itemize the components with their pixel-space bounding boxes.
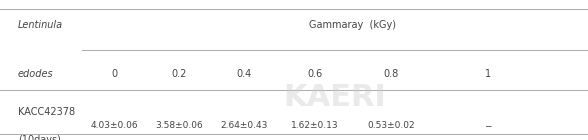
Text: 0.8: 0.8 (383, 69, 399, 79)
Text: 0: 0 (112, 69, 118, 79)
Text: Gammaray  (kGy): Gammaray (kGy) (309, 20, 396, 30)
Text: 4.03±0.06: 4.03±0.06 (91, 122, 138, 130)
Text: 2.64±0.43: 2.64±0.43 (220, 122, 268, 130)
Text: KACC42378: KACC42378 (18, 107, 75, 117)
Text: (10days): (10days) (18, 135, 61, 140)
Text: 0.2: 0.2 (172, 69, 187, 79)
Text: edodes: edodes (18, 69, 54, 79)
Text: 1.62±0.13: 1.62±0.13 (291, 122, 338, 130)
Text: 1: 1 (485, 69, 491, 79)
Text: 0.53±0.02: 0.53±0.02 (368, 122, 415, 130)
Text: −: − (485, 122, 492, 130)
Text: 3.58±0.06: 3.58±0.06 (155, 122, 203, 130)
Text: 0.4: 0.4 (236, 69, 252, 79)
Text: 0.6: 0.6 (307, 69, 322, 79)
Text: KAERI: KAERI (284, 83, 386, 113)
Text: Lentinula: Lentinula (18, 20, 63, 30)
